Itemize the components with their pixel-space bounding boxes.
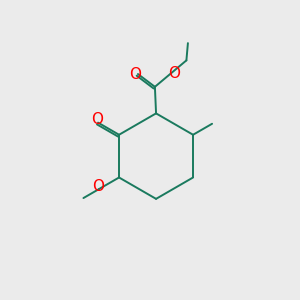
Text: O: O: [91, 112, 103, 128]
Text: O: O: [168, 66, 180, 81]
Text: O: O: [93, 179, 105, 194]
Text: O: O: [129, 67, 141, 82]
